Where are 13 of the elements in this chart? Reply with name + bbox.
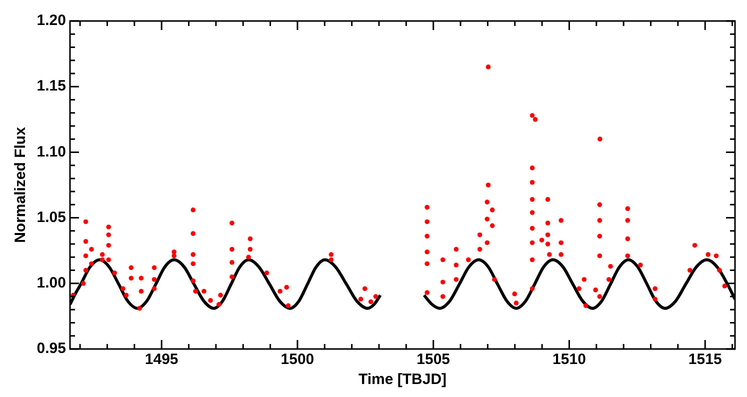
x-tick-label: 1505 xyxy=(416,351,450,368)
y-tick-label: 1.00 xyxy=(36,274,66,292)
y-tick-label: 1.10 xyxy=(36,143,66,160)
x-tick-label: 1495 xyxy=(144,351,178,368)
x-tick-label: 1510 xyxy=(552,351,586,368)
x-axis-title: Time [TBJD] xyxy=(358,371,447,388)
x-tick-label: 1500 xyxy=(280,351,314,368)
y-tick-label: 0.95 xyxy=(36,340,66,358)
y-axis-title: Normalized Flux xyxy=(12,126,30,243)
y-tick-label: 1.20 xyxy=(36,12,66,30)
x-tick-label: 1515 xyxy=(688,351,722,368)
y-tick-label: 1.05 xyxy=(36,208,66,226)
y-tick-label: 1.15 xyxy=(36,78,66,95)
